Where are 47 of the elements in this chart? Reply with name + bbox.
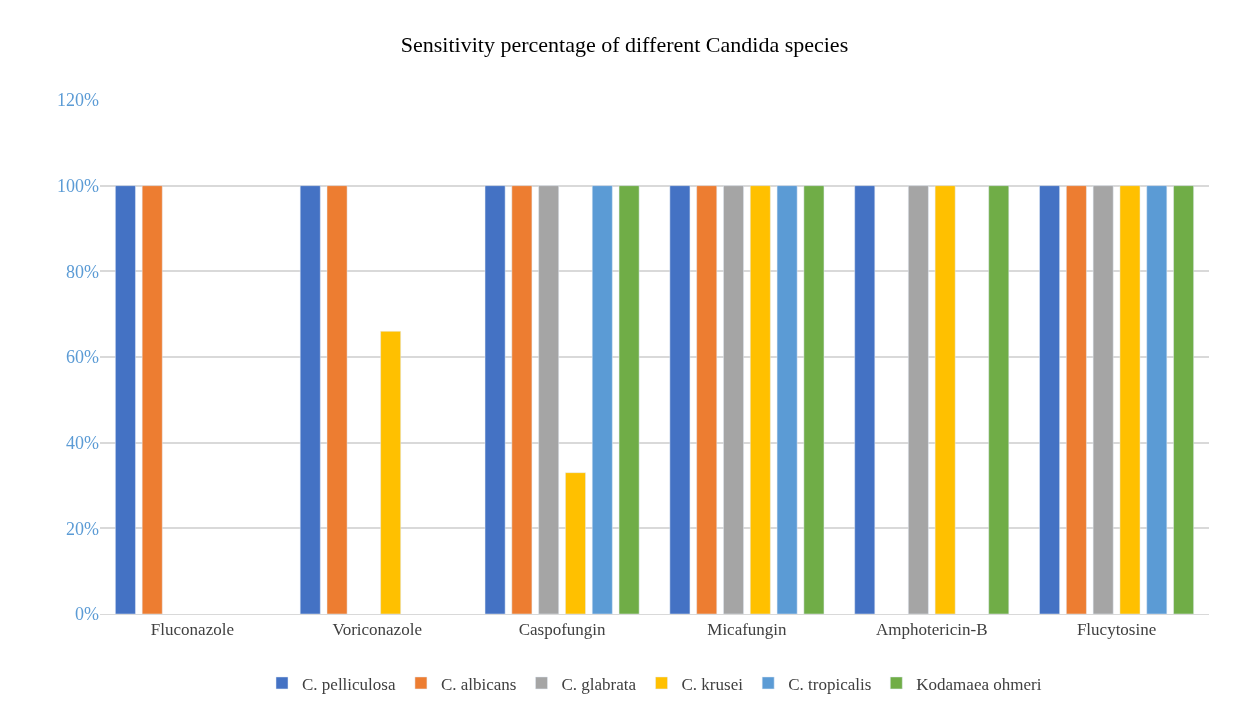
x-tick-label: Amphotericin-B [876, 620, 988, 640]
bar [854, 185, 876, 614]
bar [803, 185, 825, 614]
x-tick-label: Micafungin [707, 620, 788, 640]
bar [1092, 185, 1114, 614]
y-tick-label: 100% [57, 175, 99, 196]
bar [988, 185, 1010, 614]
bar [380, 331, 401, 614]
bar [776, 185, 798, 614]
bar [1066, 185, 1087, 614]
y-tick-label: 120% [57, 90, 99, 111]
bar [1119, 185, 1141, 614]
y-tick-label: 40% [66, 432, 99, 453]
legend-label: C. glabrata [561, 674, 637, 694]
bar [669, 185, 691, 614]
bar [565, 472, 586, 614]
bar [299, 185, 321, 614]
bar [1173, 185, 1194, 614]
legend-label: C. pelliculosa [302, 674, 396, 694]
bar [723, 185, 744, 614]
y-tick-label: 80% [66, 261, 99, 282]
bar [908, 185, 929, 614]
legend-label: C. krusei [681, 674, 744, 694]
y-tick-label: 60% [66, 347, 99, 368]
bar [484, 185, 506, 614]
bar [591, 185, 613, 614]
bar [115, 185, 136, 614]
x-tick-label: Flucytosine [1076, 620, 1157, 640]
bar [934, 185, 956, 614]
legend-label: C. albicans [440, 674, 517, 694]
legend-label: C. tropicalis [788, 674, 872, 694]
y-tick-label: 0% [75, 604, 99, 625]
bar [750, 185, 771, 614]
bar [141, 185, 163, 614]
bar [326, 185, 348, 614]
x-tick-label: Fluconazole [150, 620, 234, 640]
x-tick-label: Voriconazole [332, 620, 422, 640]
bar [511, 185, 533, 614]
bar [1039, 185, 1060, 614]
bar [538, 185, 559, 614]
bar [1146, 185, 1168, 614]
y-tick-label: 20% [66, 518, 99, 539]
x-tick-label: Caspofungin [518, 620, 607, 640]
chart-title: Sensitivity percentage of different Candida species [400, 31, 849, 57]
bar [618, 185, 640, 614]
bar [696, 185, 718, 614]
legend-label: Kodamaea ohmeri [916, 674, 1042, 694]
